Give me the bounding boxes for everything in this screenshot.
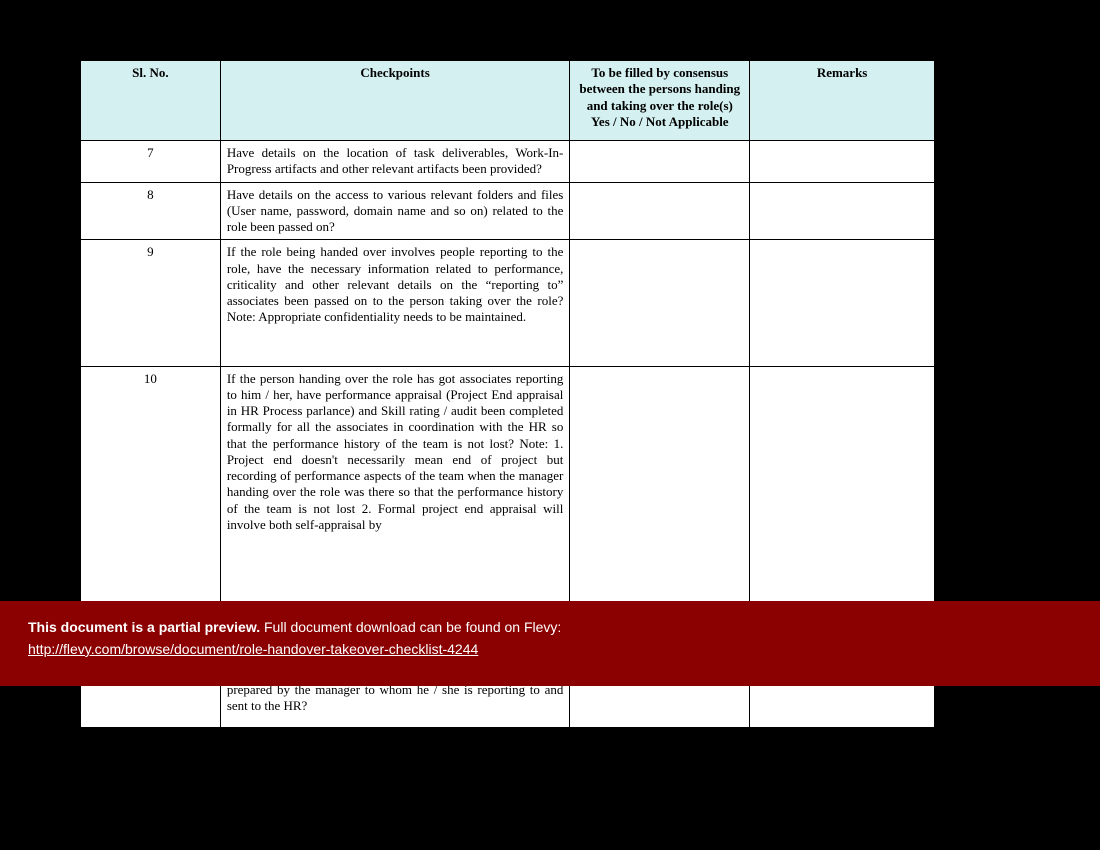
cell-remarks [750, 141, 935, 183]
cell-sl: 9 [81, 240, 221, 366]
cell-fill [570, 240, 750, 366]
table-row: 9 If the role being handed over involves… [81, 240, 935, 366]
cell-fill [570, 182, 750, 240]
col-header-remarks: Remarks [750, 61, 935, 141]
table-header-row: Sl. No. Checkpoints To be filled by cons… [81, 61, 935, 141]
preview-banner: This document is a partial preview. Full… [0, 601, 1100, 686]
cell-remarks [750, 182, 935, 240]
col-header-sl: Sl. No. [81, 61, 221, 141]
cell-remarks [750, 240, 935, 366]
cell-checkpoint: Have details on the location of task del… [220, 141, 570, 183]
banner-line1: This document is a partial preview. Full… [28, 619, 1072, 635]
table-row: 8 Have details on the access to various … [81, 182, 935, 240]
cell-checkpoint: Have details on the access to various re… [220, 182, 570, 240]
col-header-fill: To be filled by consensus between the pe… [570, 61, 750, 141]
col-header-checkpoints: Checkpoints [220, 61, 570, 141]
banner-link[interactable]: http://flevy.com/browse/document/role-ha… [28, 641, 478, 657]
cell-sl: 8 [81, 182, 221, 240]
banner-rest-text: Full document download can be found on F… [260, 619, 561, 635]
cell-checkpoint: If the role being handed over involves p… [220, 240, 570, 366]
cell-fill [570, 141, 750, 183]
cell-sl: 7 [81, 141, 221, 183]
table-row: 7 Have details on the location of task d… [81, 141, 935, 183]
banner-bold-text: This document is a partial preview. [28, 619, 260, 635]
